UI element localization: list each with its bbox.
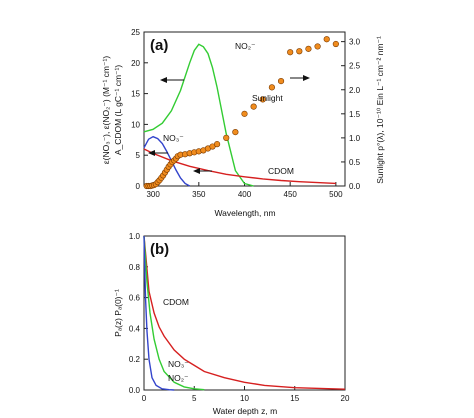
panel-a-x-tick-label: 300 bbox=[146, 190, 160, 199]
panel-a-arrow-cdom-left bbox=[193, 168, 212, 174]
panel-a-sunlight-point bbox=[232, 129, 239, 136]
panel-a-label: (a) bbox=[150, 37, 168, 54]
panel-a-series bbox=[143, 36, 339, 190]
panel-a-y-tick-label-left: 5 bbox=[136, 151, 141, 160]
panel-b-x-ticks: 0 5 10 15 20 bbox=[142, 386, 350, 403]
panel-b-x-tick-label: 15 bbox=[290, 394, 299, 403]
panel-b-no2-label: NO₂⁻ bbox=[168, 373, 189, 383]
panel-a-sunlight-point bbox=[305, 45, 312, 52]
panel-b-no3-line bbox=[143, 235, 205, 391]
panel-b-y-tick-label: 0.4 bbox=[129, 324, 141, 333]
panel-a-y-tick-label-left: 10 bbox=[131, 120, 140, 129]
panel-a-y-ticks-left: 0 5 10 15 20 25 bbox=[131, 28, 148, 191]
panel-a-y-ticks-right: 0.0 0.5 1.0 1.5 2.0 2.5 3.0 bbox=[341, 38, 361, 191]
panel-a-no2-line bbox=[143, 43, 254, 187]
panel-b-x-tick-label: 20 bbox=[341, 394, 350, 403]
panel-b-x-axis-title: Water depth z, m bbox=[213, 406, 277, 416]
panel-a-x-tick-label: 350 bbox=[192, 190, 206, 199]
panel-a-y-tick-label-right: 3.0 bbox=[349, 38, 361, 47]
panel-a-y-tick-label-right: 0.0 bbox=[349, 182, 361, 191]
panel-b-y-tick-label: 0.8 bbox=[129, 263, 141, 272]
panel-a-sunlight-point bbox=[287, 49, 294, 56]
panel-a-x-axis-title: Wavelength, nm bbox=[214, 208, 275, 218]
panel-b-x-tick-label: 5 bbox=[192, 394, 197, 403]
panel-a-sunlight-point bbox=[323, 36, 330, 43]
panel-b-cdom-label: CDOM bbox=[163, 297, 189, 307]
panel-a-y-tick-label-right: 1.0 bbox=[349, 134, 361, 143]
panel-a-sunlight-point bbox=[314, 43, 321, 50]
panel-b-cdom-line bbox=[143, 235, 346, 390]
panel-a-no3-line bbox=[143, 135, 191, 187]
panel-b-x-tick-label: 10 bbox=[240, 394, 249, 403]
panel-b-x-tick-label: 0 bbox=[142, 394, 147, 403]
panel-b: 0 5 10 15 20 0.0 0.2 0.4 0.6 0.8 1.0 (b) CDOM NO₃… bbox=[113, 232, 350, 416]
panel-a: 300 350 400 450 500 0 5 10 15 20 25 0.0 0.5 1.0 1.5 2… bbox=[101, 28, 385, 218]
panel-a-y-tick-label-left: 20 bbox=[131, 59, 140, 68]
panel-b-series bbox=[143, 235, 346, 391]
panel-a-no3-label: NO₃⁻ bbox=[163, 133, 184, 143]
panel-a-y-tick-label-left: 25 bbox=[131, 28, 140, 37]
panel-a-sunlight-point bbox=[259, 96, 266, 103]
panel-a-y-axis-title-left-2: A_CDOM (L gC⁻¹ cm⁻¹) bbox=[113, 65, 123, 156]
panel-a-y-tick-label-right: 0.5 bbox=[349, 158, 361, 167]
panel-a-sunlight-point bbox=[296, 48, 303, 55]
panel-a-x-tick-label: 400 bbox=[238, 190, 252, 199]
panel-a-arrow-no3-left bbox=[148, 150, 168, 156]
panel-a-x-ticks: 300 350 400 450 500 bbox=[146, 182, 343, 199]
panel-b-y-ticks: 0.0 0.2 0.4 0.6 0.8 1.0 bbox=[129, 232, 148, 395]
panel-a-sunlight-point bbox=[268, 84, 276, 91]
panel-a-sunlight-point bbox=[213, 141, 221, 148]
panel-a-x-tick-label: 450 bbox=[284, 190, 298, 199]
panel-a-y-tick-label-right: 2.0 bbox=[349, 86, 361, 95]
panel-a-y-tick-label-left: 15 bbox=[131, 90, 140, 99]
panel-a-cdom-line bbox=[143, 148, 336, 185]
panel-a-sunlight-point bbox=[332, 40, 339, 48]
panel-b-y-tick-label: 0.2 bbox=[129, 355, 141, 364]
panel-a-sunlight-point bbox=[250, 103, 257, 110]
panel-a-y-tick-label-left: 0 bbox=[136, 182, 141, 191]
panel-b-y-axis-title: Pₐ(z) Pₐ(0)⁻¹ bbox=[113, 289, 123, 337]
panel-a-arrow-no2-left bbox=[160, 77, 184, 83]
panel-a-x-tick-label: 500 bbox=[329, 190, 343, 199]
panel-a-y-axis-title-right: Sunlight p°(λ), 10⁻¹⁰ Ein L⁻¹ cm⁻² nm⁻¹ bbox=[375, 36, 385, 184]
panel-b-no2-line bbox=[143, 235, 175, 391]
panel-a-y-axis-title-left-1: ε(NO₃⁻), ε(NO₂⁻) (M⁻¹ cm⁻¹) bbox=[101, 56, 111, 164]
panel-a-y-tick-label-right: 1.5 bbox=[349, 110, 361, 119]
panel-b-y-tick-label: 1.0 bbox=[129, 232, 141, 241]
panel-a-cdom-label: CDOM bbox=[268, 166, 294, 176]
panel-a-sunlight-point bbox=[223, 134, 230, 141]
panel-a-sunlight-point bbox=[241, 110, 248, 117]
panel-b-no3-label: NO₃⁻ bbox=[168, 359, 189, 369]
panel-b-y-tick-label: 0.6 bbox=[129, 294, 141, 303]
panel-a-sunlight-label: Sunlight bbox=[252, 93, 283, 103]
panel-a-sunlight-point bbox=[277, 77, 285, 85]
panel-a-arrow-sunlight-right bbox=[290, 75, 310, 81]
panel-a-no2-label: NO₂⁻ bbox=[235, 41, 256, 51]
panel-a-y-tick-label-right: 2.5 bbox=[349, 62, 361, 71]
panel-b-y-tick-label: 0.0 bbox=[129, 386, 141, 395]
panel-b-label: (b) bbox=[150, 241, 169, 258]
